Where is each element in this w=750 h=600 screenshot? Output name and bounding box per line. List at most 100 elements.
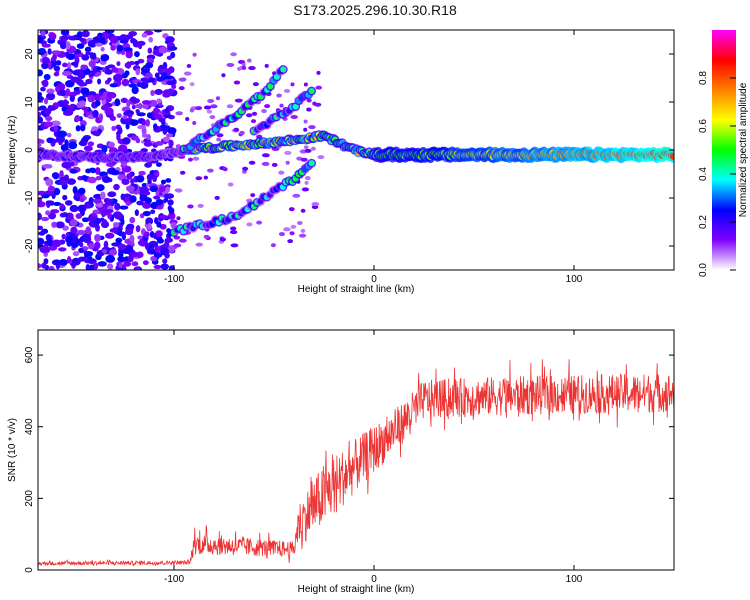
heatmap-speckle <box>69 204 79 213</box>
snr-ylabel: SNR (10 * v/v) <box>7 418 18 482</box>
snr-ticks: -100 0 100 0 200 400 600 <box>24 330 674 585</box>
heatmap-speckle <box>185 117 190 122</box>
heatmap-speckle <box>246 113 253 118</box>
heatmap-speckle <box>65 236 73 243</box>
heatmap-speckle <box>242 166 249 171</box>
heatmap-speckle <box>64 200 73 206</box>
heatmap-speckle <box>203 175 208 180</box>
heatmap-speckle <box>45 178 54 187</box>
heatmap-speckle <box>145 217 154 225</box>
heatmap-speckle <box>229 230 238 235</box>
heatmap-speckle <box>84 250 94 257</box>
heatmap-speckle <box>125 122 130 130</box>
heatmap-speckle <box>160 263 170 270</box>
colorbar-tick-label: 0.4 <box>698 167 709 181</box>
x-tick-label: -100 <box>164 274 184 285</box>
heatmap-speckle <box>250 119 257 124</box>
y-tick-label: 20 <box>24 48 35 60</box>
heatmap-speckle <box>43 73 51 81</box>
heatmap-speckle <box>85 51 91 56</box>
heatmap-speckle <box>78 247 84 254</box>
heatmap-speckle <box>41 56 50 64</box>
heatmap-speckle <box>104 30 115 34</box>
heatmap-speckle <box>303 119 308 124</box>
heatmap-speckle <box>119 205 129 210</box>
heatmap-speckle <box>153 195 161 200</box>
heatmap-speckle <box>124 245 134 252</box>
heatmap-speckle <box>44 121 54 128</box>
heatmap-speckle <box>158 46 168 54</box>
heatmap-speckle <box>107 92 116 99</box>
heatmap-speckle <box>97 261 107 267</box>
heatmap-speckle <box>81 30 90 38</box>
heatmap-speckle <box>216 133 224 138</box>
heatmap-speckle <box>70 61 79 66</box>
heatmap-speckle <box>207 98 215 103</box>
heatmap-speckle <box>38 48 47 55</box>
heatmap-speckle <box>65 88 71 97</box>
heatmap-speckle <box>137 239 146 246</box>
heatmap-speckle <box>251 111 258 116</box>
heatmap-speckle <box>102 218 108 226</box>
heatmap-speckle <box>81 217 90 223</box>
heatmap-speckle <box>81 136 90 142</box>
heatmap-speckle <box>290 82 295 87</box>
heatmap-speckle <box>38 111 42 117</box>
heatmap-speckle <box>59 203 65 210</box>
heatmap-speckle <box>77 71 86 80</box>
y-tick-label: 200 <box>24 490 35 507</box>
heatmap-speckle <box>51 139 58 144</box>
heatmap-speckle <box>92 198 102 204</box>
heatmap-speckle <box>241 62 246 67</box>
heatmap-speckle <box>79 197 85 203</box>
heatmap-speckle <box>102 176 111 184</box>
heatmap-speckle <box>103 209 114 214</box>
heatmap-speckle <box>42 164 53 169</box>
heatmap-speckle <box>100 46 105 52</box>
heatmap-speckle <box>145 62 154 69</box>
heatmap-speckle <box>74 114 81 122</box>
colorbar <box>712 30 736 270</box>
heatmap-speckle <box>96 184 105 192</box>
heatmap-speckle <box>219 237 226 242</box>
heatmap-speckle <box>314 102 322 107</box>
heatmap-speckle <box>43 108 52 116</box>
heatmap-speckle <box>48 265 55 270</box>
heatmap-speckle <box>300 157 308 162</box>
heatmap-speckle <box>284 150 292 155</box>
heatmap-speckle <box>38 197 43 204</box>
heatmap-speckle <box>129 235 135 243</box>
heatmap-speckle <box>94 42 103 47</box>
heatmap-speckle <box>89 51 95 60</box>
heatmap-speckle <box>79 37 85 42</box>
heatmap-speckle <box>173 243 182 248</box>
heatmap-speckle <box>55 60 62 66</box>
heatmap-speckle <box>136 200 144 206</box>
heatmap-speckle <box>162 258 168 264</box>
heatmap-speckle <box>41 62 49 70</box>
heatmap-speckle <box>85 264 91 270</box>
heatmap-speckle <box>276 93 282 98</box>
x-tick-label: -100 <box>164 574 184 585</box>
heatmap-speckle <box>111 125 117 131</box>
heatmap-speckle <box>77 204 87 213</box>
heatmap-speckle <box>138 43 143 50</box>
heatmap-speckle <box>68 104 75 110</box>
heatmap-speckle <box>61 62 68 68</box>
heatmap-speckle <box>76 31 83 39</box>
snr-frame <box>37 329 675 571</box>
colorbar-tick-label: 0.0 <box>698 263 709 277</box>
heatmap-speckle <box>168 139 174 148</box>
heatmap-speckle <box>141 120 146 127</box>
heatmap-speckle <box>134 60 140 66</box>
y-tick-label: 10 <box>24 96 35 108</box>
heatmap-speckle <box>166 80 176 86</box>
heatmap-speckle <box>214 195 220 200</box>
heatmap-speckle <box>283 88 291 93</box>
colorbar-tick-label: 0.2 <box>698 215 709 229</box>
heatmap-speckle <box>142 210 151 217</box>
heatmap-speckle <box>109 115 117 121</box>
heatmap-speckle <box>261 109 267 114</box>
heatmap-speckle <box>80 87 90 95</box>
